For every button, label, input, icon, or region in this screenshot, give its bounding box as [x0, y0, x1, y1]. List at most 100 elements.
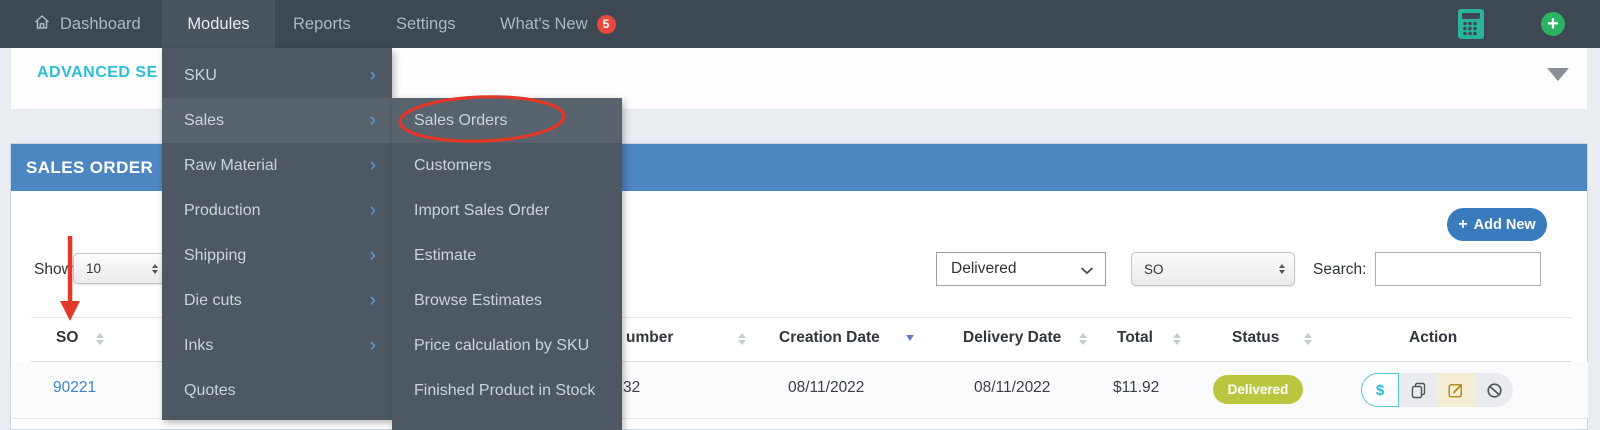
column-header-action: Action — [1409, 329, 1458, 346]
menu-item-label: Die cuts — [184, 291, 242, 309]
status-filter-select[interactable]: Delivered — [936, 252, 1106, 286]
duplicate-button[interactable] — [1399, 373, 1437, 407]
column-header-creation-date[interactable]: Creation Date — [779, 329, 880, 346]
collapse-triangle-icon[interactable] — [1547, 68, 1569, 81]
plus-glyph: + — [1458, 215, 1468, 233]
sort-icon[interactable] — [1079, 333, 1087, 345]
menu-item-label: Finished Product in Stock — [414, 381, 596, 399]
menu-item-shipping[interactable]: Shipping › — [162, 233, 392, 278]
red-arrow-annotation — [60, 236, 80, 321]
plus-glyph: + — [1547, 13, 1559, 35]
so-number-link[interactable]: 90221 — [53, 379, 97, 396]
menu-item-label: Import Sales Order — [414, 201, 550, 219]
submenu-item-import-sales-order[interactable]: Import Sales Order — [392, 188, 622, 233]
chevron-right-icon: › — [369, 200, 376, 221]
sort-desc-icon[interactable] — [906, 335, 914, 341]
menu-item-label: Production — [184, 201, 261, 219]
calculator-icon[interactable] — [1457, 9, 1485, 44]
home-icon — [33, 13, 51, 36]
add-new-button[interactable]: + Add New — [1447, 208, 1547, 241]
chevron-down-icon — [1081, 267, 1093, 275]
add-icon[interactable]: + — [1541, 12, 1565, 36]
menu-item-sku[interactable]: SKU › — [162, 53, 392, 98]
dollar-icon: $ — [1375, 381, 1385, 399]
nav-item-label: Settings — [396, 14, 456, 33]
nav-item-settings[interactable]: Settings — [396, 0, 456, 48]
cancel-button[interactable] — [1475, 373, 1513, 407]
status-filter-value: Delivered — [951, 260, 1017, 277]
cell-creation-date: 08/11/2022 — [788, 379, 865, 396]
search-label: Search: — [1313, 261, 1367, 278]
submenu-item-price-calculation-by-sku[interactable]: Price calculation by SKU — [392, 323, 622, 368]
edit-button[interactable] — [1437, 373, 1475, 407]
nav-item-modules[interactable]: Modules — [162, 0, 275, 48]
submenu-item-browse-estimates[interactable]: Browse Estimates — [392, 278, 622, 323]
nav-item-dashboard[interactable]: Dashboard — [33, 0, 141, 48]
chevron-right-icon: › — [369, 65, 376, 86]
menu-item-inks[interactable]: Inks › — [162, 323, 392, 368]
advanced-search-title: ADVANCED SE — [37, 64, 158, 81]
column-header-total[interactable]: Total — [1117, 329, 1153, 346]
menu-item-label: Estimate — [414, 246, 477, 264]
menu-item-label: Raw Material — [184, 156, 278, 174]
chevron-right-icon: › — [369, 335, 376, 356]
menu-item-quotes[interactable]: Quotes — [162, 368, 392, 413]
submenu-item-sales-orders[interactable]: Sales Orders — [392, 98, 622, 143]
divider — [12, 418, 1588, 419]
submenu-item-customers[interactable]: Customers — [392, 143, 622, 188]
nav-item-whats-new[interactable]: What's New 5 — [500, 0, 616, 48]
cell-total: $11.92 — [1113, 379, 1160, 396]
menu-item-label: Sales Orders — [414, 111, 508, 129]
submenu-item-estimate[interactable]: Estimate — [392, 233, 622, 278]
row-actions: $ — [1361, 373, 1513, 407]
show-label: Show — [34, 261, 73, 278]
menu-item-label: Shipping — [184, 246, 247, 264]
add-new-label: Add New — [1473, 216, 1536, 233]
divider — [31, 317, 1571, 318]
nav-item-reports[interactable]: Reports — [293, 0, 351, 48]
notification-badge: 5 — [596, 14, 616, 34]
chevron-right-icon: › — [369, 290, 376, 311]
page-size-select[interactable]: 10 — [73, 253, 168, 284]
column-header-status[interactable]: Status — [1232, 329, 1280, 346]
column-filter-value: SO — [1144, 261, 1164, 277]
nav-item-label: Dashboard — [60, 14, 141, 33]
chevron-right-icon: › — [369, 245, 376, 266]
stepper-icon — [152, 263, 158, 274]
sort-icon[interactable] — [1304, 333, 1312, 345]
sort-icon[interactable] — [738, 333, 746, 345]
cell-number: 32 — [623, 379, 641, 396]
nav-item-label: What's New — [500, 14, 588, 33]
submenu-item-finished-product-in-stock[interactable]: Finished Product in Stock — [392, 368, 622, 413]
chevron-right-icon: › — [369, 110, 376, 131]
menu-item-label: Price calculation by SKU — [414, 336, 590, 354]
menu-item-label: Browse Estimates — [414, 291, 543, 309]
menu-item-sales[interactable]: Sales › — [162, 98, 392, 143]
modules-dropdown-menu: SKU › Sales › Raw Material › Production … — [162, 48, 392, 420]
panel-title: SALES ORDER — [26, 158, 154, 177]
column-header-number[interactable]: umber — [626, 329, 674, 346]
top-nav: Dashboard Modules Reports Settings What'… — [0, 0, 1600, 48]
menu-item-label: Sales — [184, 111, 225, 129]
edit-icon — [1448, 383, 1463, 398]
sales-submenu: Sales Orders Customers Import Sales Orde… — [392, 98, 622, 430]
divider — [31, 361, 1571, 362]
cell-delivery-date: 08/11/2022 — [974, 379, 1051, 396]
menu-item-raw-material[interactable]: Raw Material › — [162, 143, 392, 188]
sort-icon[interactable] — [96, 333, 104, 345]
menu-item-label: SKU — [184, 66, 217, 84]
stepper-icon — [1279, 264, 1285, 274]
column-header-delivery-date[interactable]: Delivery Date — [963, 329, 1062, 346]
column-header-so[interactable]: SO — [56, 329, 79, 346]
menu-item-die-cuts[interactable]: Die cuts › — [162, 278, 392, 323]
menu-item-production[interactable]: Production › — [162, 188, 392, 233]
sort-icon[interactable] — [1173, 333, 1181, 345]
menu-item-label: Quotes — [184, 381, 236, 399]
search-input[interactable] — [1375, 252, 1541, 286]
block-icon — [1486, 382, 1502, 398]
column-filter-select[interactable]: SO — [1131, 252, 1295, 286]
payment-button[interactable]: $ — [1361, 373, 1399, 407]
page-size-value: 10 — [86, 261, 102, 276]
copy-icon — [1411, 382, 1425, 398]
